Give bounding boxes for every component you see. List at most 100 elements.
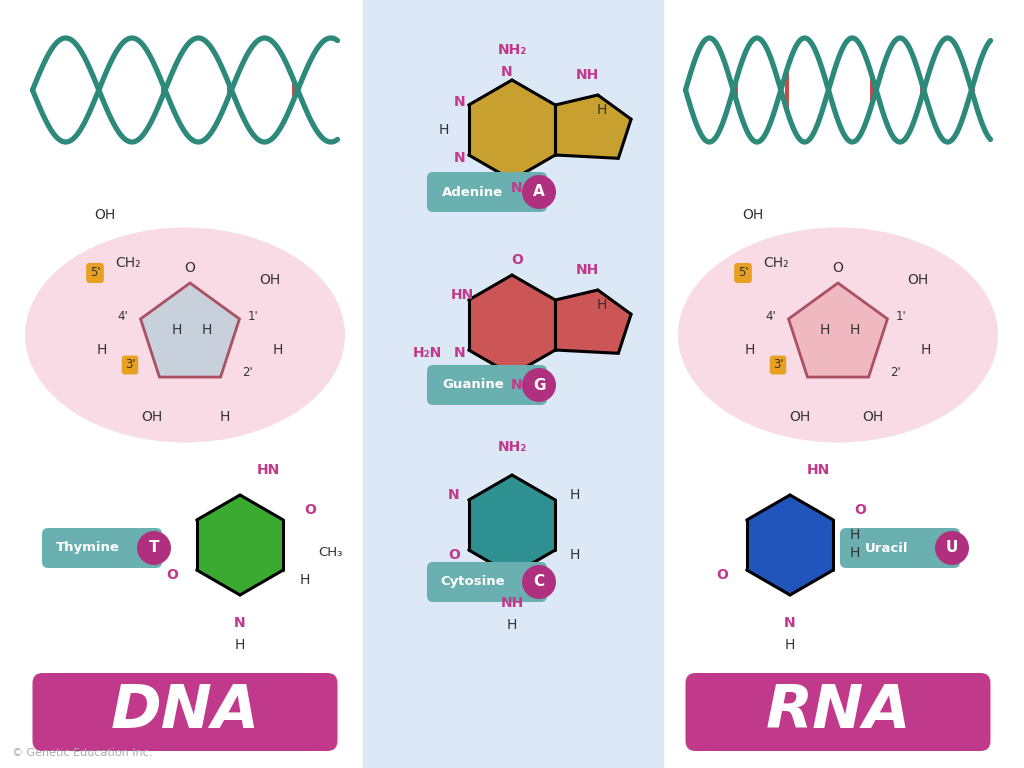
FancyBboxPatch shape — [33, 673, 338, 751]
Circle shape — [522, 368, 556, 402]
Text: H: H — [507, 618, 517, 632]
Text: H₂N: H₂N — [413, 346, 441, 360]
FancyBboxPatch shape — [685, 673, 990, 751]
Text: OH: OH — [907, 273, 929, 287]
Text: HN: HN — [451, 288, 474, 302]
Text: C: C — [534, 574, 545, 590]
Text: OH: OH — [862, 410, 884, 424]
Polygon shape — [746, 495, 834, 595]
Text: DNA: DNA — [111, 683, 259, 741]
Text: OH: OH — [790, 410, 811, 424]
Text: NH₂: NH₂ — [498, 440, 526, 454]
Text: N: N — [501, 65, 513, 79]
Text: H: H — [202, 323, 212, 337]
Text: U: U — [946, 541, 958, 555]
Polygon shape — [788, 283, 888, 377]
Text: O: O — [854, 503, 866, 517]
Text: N: N — [234, 616, 246, 630]
Text: OH: OH — [259, 273, 281, 287]
Text: H: H — [921, 343, 931, 357]
Text: CH₃: CH₃ — [318, 547, 342, 560]
Text: CH₂: CH₂ — [763, 256, 788, 270]
FancyBboxPatch shape — [427, 365, 547, 405]
Text: N: N — [455, 151, 466, 165]
Text: O: O — [449, 548, 460, 562]
Circle shape — [935, 531, 969, 565]
Text: H: H — [744, 343, 755, 357]
Text: O: O — [716, 568, 728, 582]
Text: NH₂: NH₂ — [498, 43, 526, 57]
FancyBboxPatch shape — [427, 172, 547, 212]
Text: O: O — [833, 261, 844, 275]
Text: HN: HN — [806, 463, 829, 477]
Text: 2': 2' — [890, 366, 901, 379]
Text: 1': 1' — [896, 310, 906, 323]
FancyBboxPatch shape — [427, 562, 547, 602]
Text: H: H — [272, 343, 284, 357]
Text: CH₂: CH₂ — [115, 256, 141, 270]
Text: © Genetic Education Inc.: © Genetic Education Inc. — [12, 748, 153, 758]
Polygon shape — [469, 275, 555, 375]
Text: HN: HN — [256, 463, 280, 477]
Text: H: H — [850, 546, 860, 560]
Circle shape — [137, 531, 171, 565]
Text: Uracil: Uracil — [864, 541, 907, 554]
Bar — [362, 0, 663, 768]
Text: N: N — [455, 346, 466, 360]
Text: H: H — [597, 103, 607, 117]
Text: H: H — [850, 323, 860, 337]
Text: Adenine: Adenine — [442, 186, 504, 198]
Text: NH: NH — [575, 68, 599, 82]
Text: OH: OH — [94, 208, 116, 222]
Text: A: A — [534, 184, 545, 200]
Text: N: N — [511, 181, 523, 195]
Polygon shape — [469, 475, 555, 575]
Text: 3': 3' — [773, 359, 783, 372]
Text: O: O — [184, 261, 196, 275]
Text: O: O — [166, 568, 178, 582]
Text: H: H — [597, 298, 607, 312]
Text: O: O — [304, 503, 316, 517]
FancyBboxPatch shape — [42, 528, 162, 568]
Ellipse shape — [678, 227, 998, 442]
Text: H: H — [220, 410, 230, 424]
Circle shape — [522, 175, 556, 209]
Text: 3': 3' — [125, 359, 135, 372]
Text: OH: OH — [742, 208, 764, 222]
Text: H: H — [569, 548, 581, 562]
Text: 1': 1' — [248, 310, 259, 323]
Text: N: N — [449, 488, 460, 502]
Text: H: H — [784, 638, 796, 652]
Text: Cytosine: Cytosine — [440, 575, 505, 588]
Text: H: H — [97, 343, 108, 357]
Text: Thymine: Thymine — [56, 541, 120, 554]
Text: 2': 2' — [242, 366, 253, 379]
Text: G: G — [532, 378, 545, 392]
Text: 4': 4' — [118, 310, 128, 323]
Text: O: O — [511, 253, 523, 267]
Text: H: H — [569, 488, 581, 502]
Text: H: H — [172, 323, 182, 337]
Text: 5': 5' — [737, 266, 749, 280]
Text: N: N — [511, 378, 523, 392]
Text: H: H — [439, 123, 450, 137]
Text: T: T — [148, 541, 160, 555]
Text: 4': 4' — [765, 310, 776, 323]
Text: NH: NH — [501, 596, 523, 610]
Text: N: N — [455, 95, 466, 109]
Text: H: H — [300, 573, 310, 587]
Text: NH: NH — [575, 263, 599, 277]
Ellipse shape — [25, 227, 345, 442]
Text: N: N — [784, 616, 796, 630]
Circle shape — [522, 565, 556, 599]
Polygon shape — [555, 290, 631, 353]
Polygon shape — [555, 95, 631, 158]
FancyBboxPatch shape — [840, 528, 961, 568]
Text: RNA: RNA — [765, 683, 910, 741]
Text: Guanine: Guanine — [442, 379, 504, 392]
Text: H: H — [820, 323, 830, 337]
Text: H: H — [234, 638, 245, 652]
Polygon shape — [140, 283, 240, 377]
Polygon shape — [197, 495, 284, 595]
Text: H: H — [850, 528, 860, 542]
